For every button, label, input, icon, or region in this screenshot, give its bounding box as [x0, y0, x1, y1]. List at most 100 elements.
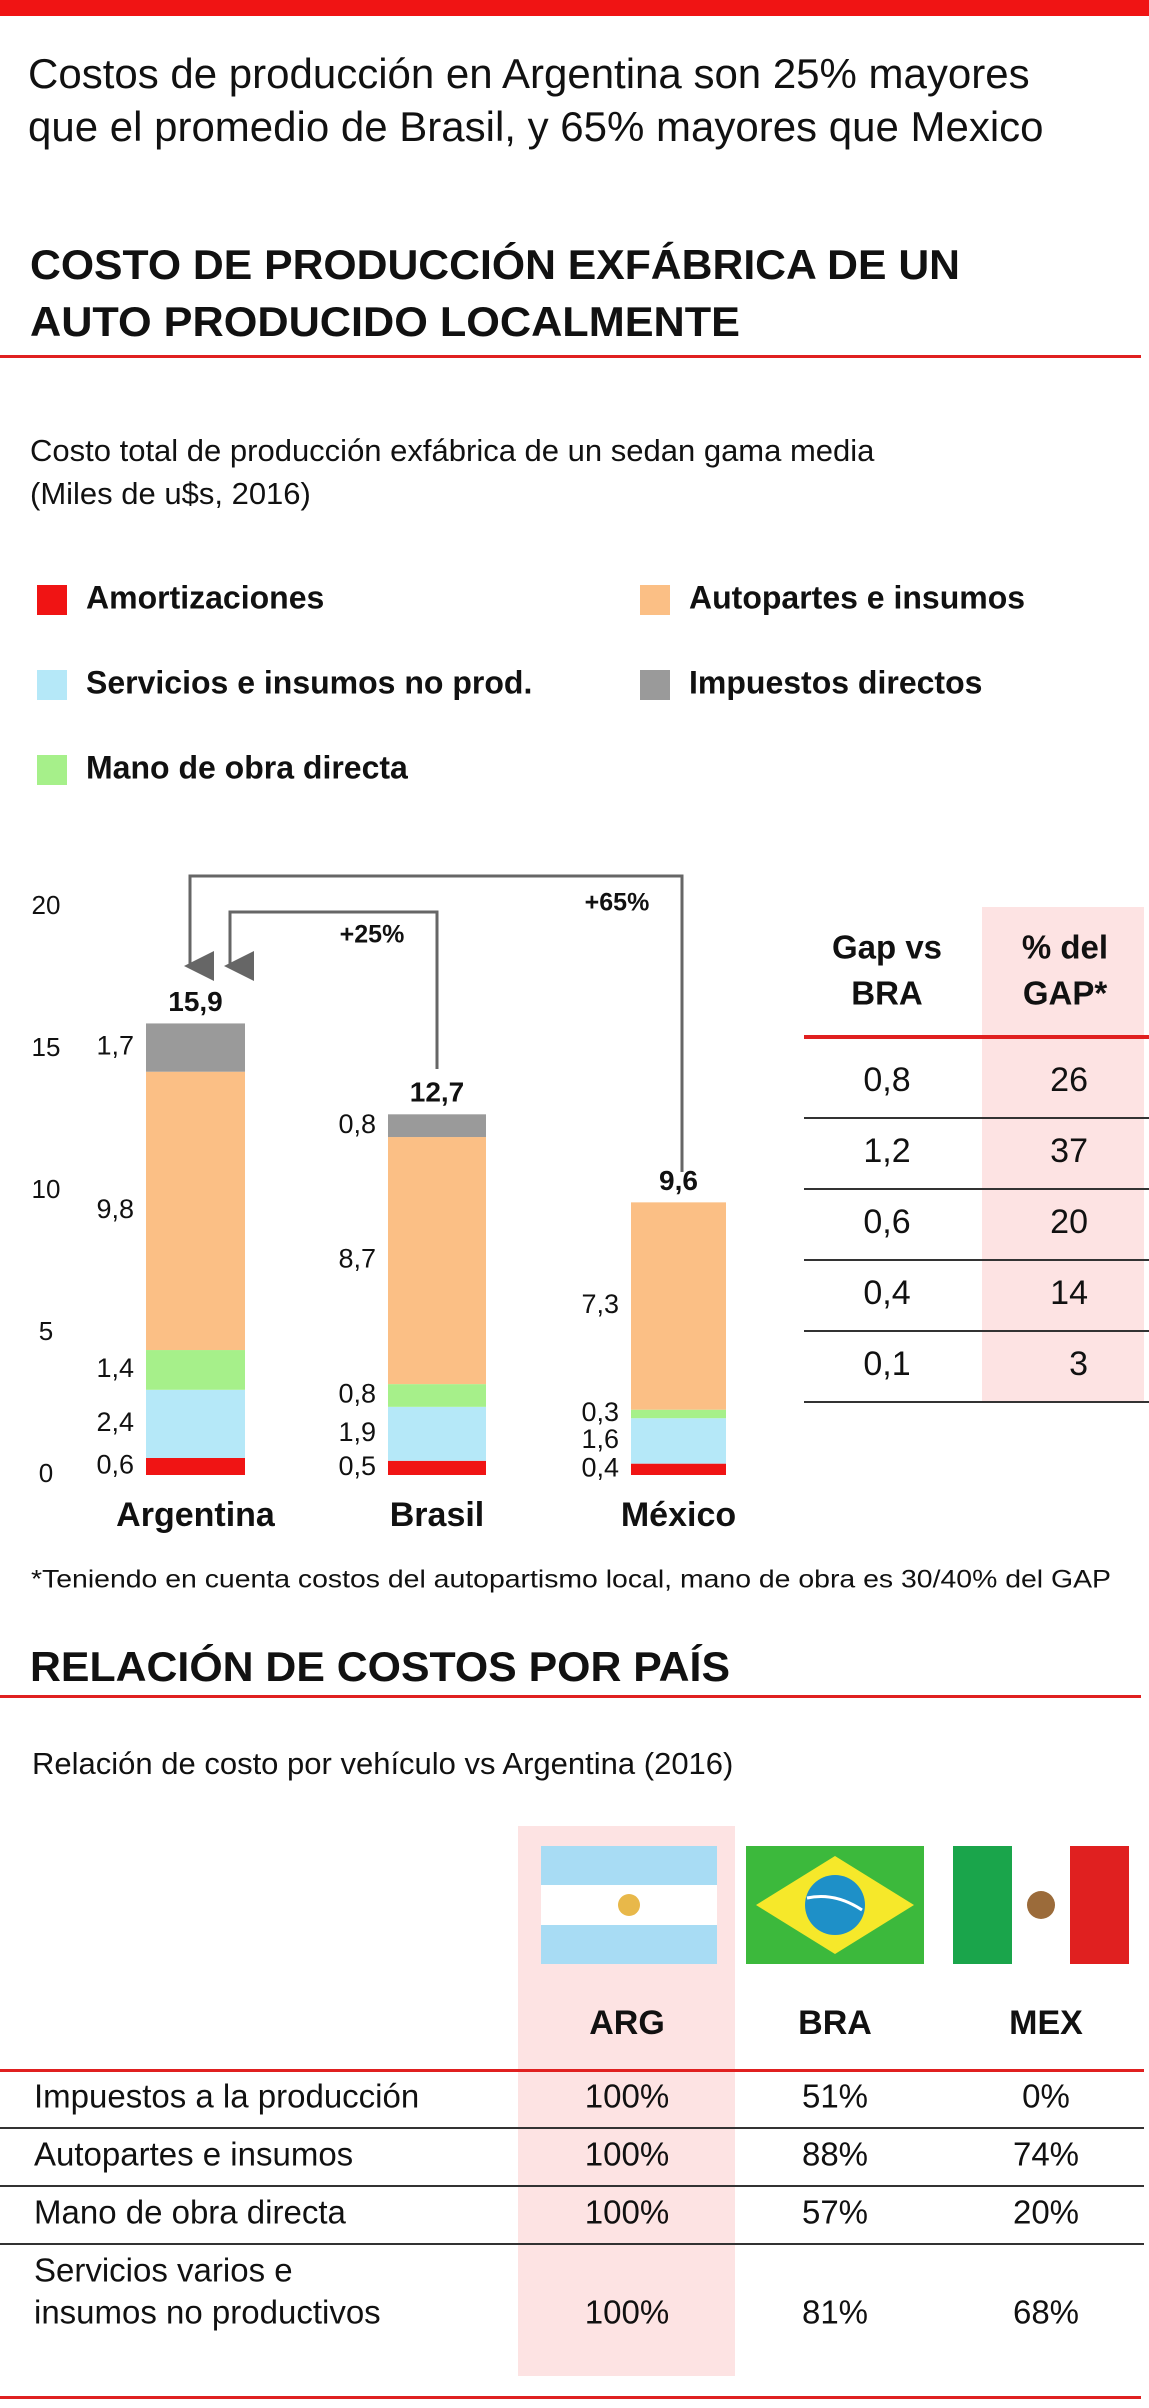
value-label: 7,3 [581, 1289, 619, 1319]
bar-segment [388, 1406, 486, 1461]
bar-segment [388, 1460, 486, 1475]
legend-label: Autopartes e insumos [689, 579, 1025, 615]
row-label: insumos no productivos [34, 2294, 381, 2331]
value-label: 0,6 [96, 1450, 134, 1480]
table-header: BRA [851, 975, 923, 1012]
table-cell: 57% [802, 2194, 868, 2231]
value-label: 0,3 [581, 1397, 619, 1427]
headline: que el promedio de Brasil, y 65% mayores… [28, 103, 1044, 150]
table-cell: 20 [1050, 1203, 1088, 1241]
row-separator [804, 1117, 1149, 1119]
table-header: % del [1022, 929, 1108, 966]
table-cell: 0,1 [863, 1345, 910, 1383]
chart-subtitle: Costo total de producción exfábrica de u… [30, 433, 875, 468]
bar-segment [146, 1023, 245, 1072]
column-header: BRA [798, 2004, 872, 2042]
bar-segment [388, 1137, 486, 1385]
footnote: *Teniendo en cuenta costos del autoparti… [31, 1566, 1111, 1594]
bar-segment [631, 1463, 726, 1475]
legend-label: Amortizaciones [86, 579, 324, 615]
flag-bra [746, 1846, 924, 1964]
column-header: ARG [589, 2004, 665, 2042]
table-cell: 100% [585, 2194, 669, 2231]
table-cell: 20% [1013, 2194, 1079, 2231]
table-cell: 100% [585, 2294, 669, 2331]
table-header: Gap vs [832, 929, 942, 966]
value-label: 1,6 [581, 1424, 619, 1454]
table-cell: 74% [1013, 2136, 1079, 2173]
table-cell: 0,6 [863, 1203, 910, 1241]
table-cell: 26 [1050, 1061, 1088, 1099]
x-tick-label: México [621, 1496, 736, 1534]
table-cell: 51% [802, 2078, 868, 2115]
legend-swatch [37, 670, 67, 700]
row-separator [0, 2243, 1144, 2245]
gap-highlight [982, 907, 1144, 1402]
y-tick-label: 15 [32, 1032, 61, 1062]
table-cell: 0,4 [863, 1274, 910, 1312]
table-cell: 0% [1022, 2078, 1070, 2115]
chart-subtitle: (Miles de u$s, 2016) [30, 476, 311, 511]
rule [804, 1035, 1149, 1039]
x-tick-label: Brasil [390, 1496, 485, 1534]
table-cell: 0,8 [863, 1061, 910, 1099]
table-cell: 14 [1050, 1274, 1088, 1312]
legend-label: Servicios e insumos no prod. [86, 664, 532, 700]
table-cell: 100% [585, 2078, 669, 2115]
row-label: Servicios varios e [34, 2252, 293, 2289]
legend-swatch [640, 585, 670, 615]
total-label: 15,9 [168, 986, 223, 1017]
headline: Costos de producción en Argentina son 25… [28, 50, 1030, 97]
column-header: MEX [1009, 2004, 1083, 2042]
legend-label: Impuestos directos [689, 664, 982, 700]
arrow [224, 910, 439, 1069]
annotation: +65% [585, 889, 650, 917]
total-label: 12,7 [410, 1077, 465, 1108]
table-cell: 81% [802, 2294, 868, 2331]
legend-swatch [37, 585, 67, 615]
table-cell: 68% [1013, 2294, 1079, 2331]
legend-label: Mano de obra directa [86, 749, 408, 785]
table-cell: 100% [585, 2136, 669, 2173]
bar-segment [631, 1418, 726, 1464]
rule [0, 2396, 1141, 2399]
table-cell: 37 [1050, 1132, 1088, 1170]
row-separator [0, 2127, 1144, 2129]
rule [0, 1695, 1141, 1698]
y-tick-label: 10 [32, 1174, 61, 1204]
section-title: AUTO PRODUCIDO LOCALMENTE [30, 298, 740, 345]
row-separator [804, 1188, 1149, 1190]
value-label: 0,8 [338, 1109, 376, 1139]
y-tick-label: 20 [32, 890, 61, 920]
row-label: Autopartes e insumos [34, 2136, 353, 2173]
arrow [184, 874, 684, 1172]
y-tick-label: 0 [39, 1458, 53, 1488]
value-label: 0,5 [338, 1451, 376, 1481]
rule [0, 355, 1141, 358]
value-label: 1,7 [96, 1031, 134, 1061]
bar-segment [631, 1202, 726, 1410]
bar-segment [388, 1114, 486, 1138]
bar-segment [388, 1384, 486, 1407]
x-tick-label: Argentina [116, 1496, 276, 1534]
row-label: Mano de obra directa [34, 2194, 347, 2231]
value-label: 0,4 [581, 1452, 619, 1482]
legend-swatch [640, 670, 670, 700]
table-header: GAP* [1023, 975, 1108, 1012]
section-title: COSTO DE PRODUCCIÓN EXFÁBRICA DE UN [30, 240, 960, 288]
top-bar [0, 0, 1149, 16]
bar-segment [146, 1457, 245, 1475]
table-subtitle: Relación de costo por vehículo vs Argent… [32, 1746, 733, 1781]
row-separator [804, 1401, 1149, 1403]
value-label: 2,4 [96, 1407, 134, 1437]
flag-arg [541, 1846, 717, 1964]
section-title: RELACIÓN DE COSTOS POR PAÍS [30, 1642, 730, 1690]
value-label: 0,8 [338, 1379, 376, 1409]
y-tick-label: 5 [39, 1316, 53, 1346]
table-cell: 3 [1069, 1345, 1088, 1383]
table-cell: 1,2 [863, 1132, 910, 1170]
total-label: 9,6 [659, 1165, 698, 1196]
bar-segment [631, 1409, 726, 1419]
row-label: Impuestos a la producción [34, 2078, 419, 2115]
value-label: 1,4 [96, 1353, 134, 1383]
